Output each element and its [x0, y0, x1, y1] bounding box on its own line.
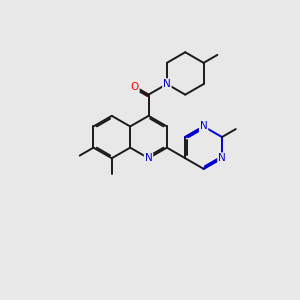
Text: N: N: [163, 79, 171, 89]
Text: N: N: [145, 153, 152, 163]
Text: O: O: [130, 82, 139, 92]
Text: N: N: [200, 122, 208, 131]
Text: N: N: [218, 153, 226, 163]
